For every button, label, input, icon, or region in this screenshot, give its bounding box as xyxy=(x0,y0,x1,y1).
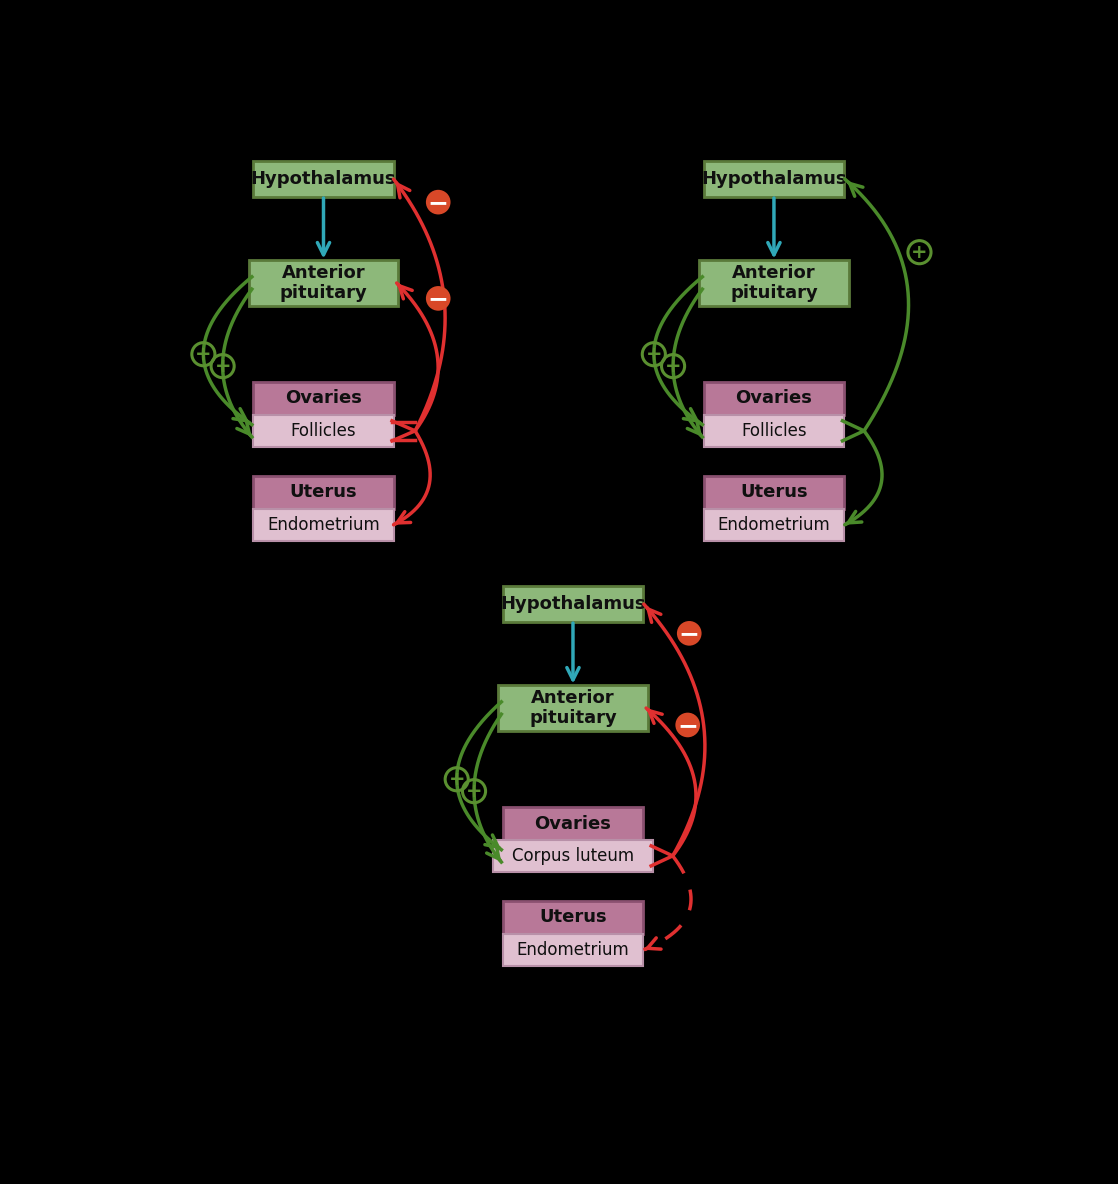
FancyBboxPatch shape xyxy=(503,807,643,839)
FancyBboxPatch shape xyxy=(704,382,844,414)
Text: +: + xyxy=(911,243,928,262)
FancyBboxPatch shape xyxy=(493,839,653,873)
FancyBboxPatch shape xyxy=(249,260,398,307)
Text: −: − xyxy=(679,622,700,646)
FancyBboxPatch shape xyxy=(499,684,647,732)
Text: −: − xyxy=(428,191,448,215)
Text: Endometrium: Endometrium xyxy=(267,516,380,534)
FancyBboxPatch shape xyxy=(704,161,844,197)
Text: Uterus: Uterus xyxy=(290,483,358,502)
Text: Anterior
pituitary: Anterior pituitary xyxy=(280,264,368,302)
Text: +: + xyxy=(665,356,681,375)
Circle shape xyxy=(426,287,451,310)
Text: Uterus: Uterus xyxy=(740,483,808,502)
FancyBboxPatch shape xyxy=(254,476,394,509)
Text: Ovaries: Ovaries xyxy=(285,390,362,407)
FancyBboxPatch shape xyxy=(254,509,394,541)
Text: Corpus luteum: Corpus luteum xyxy=(512,847,634,864)
Text: Ovaries: Ovaries xyxy=(534,815,612,832)
Text: Endometrium: Endometrium xyxy=(517,941,629,959)
Text: Anterior
pituitary: Anterior pituitary xyxy=(529,689,617,727)
FancyBboxPatch shape xyxy=(254,382,394,414)
Text: Hypothalamus: Hypothalamus xyxy=(250,170,396,188)
Circle shape xyxy=(676,622,702,645)
FancyBboxPatch shape xyxy=(503,901,643,934)
Text: +: + xyxy=(645,345,662,363)
Circle shape xyxy=(426,189,451,214)
FancyBboxPatch shape xyxy=(704,476,844,509)
Text: Uterus: Uterus xyxy=(539,908,607,926)
Text: −: − xyxy=(678,714,699,738)
Text: Follicles: Follicles xyxy=(741,422,807,439)
FancyBboxPatch shape xyxy=(503,934,643,966)
FancyBboxPatch shape xyxy=(503,586,643,622)
FancyBboxPatch shape xyxy=(254,161,394,197)
FancyBboxPatch shape xyxy=(704,414,844,448)
FancyBboxPatch shape xyxy=(704,509,844,541)
Circle shape xyxy=(675,713,700,738)
Text: Endometrium: Endometrium xyxy=(718,516,831,534)
Text: +: + xyxy=(215,356,231,375)
Text: Hypothalamus: Hypothalamus xyxy=(500,596,646,613)
FancyBboxPatch shape xyxy=(254,414,394,448)
Text: Hypothalamus: Hypothalamus xyxy=(701,170,846,188)
Text: Follicles: Follicles xyxy=(291,422,357,439)
FancyBboxPatch shape xyxy=(699,260,849,307)
Text: Anterior
pituitary: Anterior pituitary xyxy=(730,264,818,302)
Text: −: − xyxy=(428,288,448,311)
Text: +: + xyxy=(196,345,211,363)
Text: +: + xyxy=(466,781,482,800)
Text: Ovaries: Ovaries xyxy=(736,390,813,407)
Text: +: + xyxy=(448,770,465,789)
